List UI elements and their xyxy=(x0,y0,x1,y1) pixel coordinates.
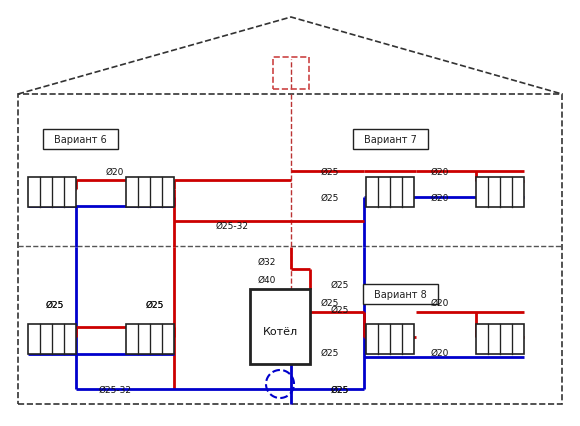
Text: Ø25: Ø25 xyxy=(331,385,349,394)
Text: Ø25: Ø25 xyxy=(331,385,349,394)
Text: Ø20: Ø20 xyxy=(106,167,124,176)
Text: Вариант 8: Вариант 8 xyxy=(374,289,426,299)
Text: Ø25-32: Ø25-32 xyxy=(216,221,248,230)
Bar xyxy=(362,284,437,304)
Text: Ø25: Ø25 xyxy=(331,280,349,289)
Text: Ø25: Ø25 xyxy=(321,298,339,307)
Bar xyxy=(366,178,414,207)
Text: Ø25: Ø25 xyxy=(321,348,339,357)
Text: Ø20: Ø20 xyxy=(431,167,449,176)
Bar xyxy=(250,289,310,364)
Text: Ø25: Ø25 xyxy=(46,300,64,309)
Text: Ø25: Ø25 xyxy=(321,167,339,176)
Bar xyxy=(273,58,309,90)
Text: Ø25: Ø25 xyxy=(146,300,164,309)
Bar xyxy=(18,95,562,404)
Text: Вариант 7: Вариант 7 xyxy=(364,135,416,145)
Text: Ø25: Ø25 xyxy=(46,300,64,309)
Bar xyxy=(28,178,76,207)
Text: Ø20: Ø20 xyxy=(431,348,449,357)
Text: Ø25-32: Ø25-32 xyxy=(99,385,132,394)
Text: Ø25: Ø25 xyxy=(321,193,339,202)
Bar xyxy=(126,324,174,354)
Bar xyxy=(42,130,118,150)
Text: Ø40: Ø40 xyxy=(258,275,276,284)
Bar xyxy=(126,178,174,207)
Text: Ø32: Ø32 xyxy=(258,257,276,266)
Bar xyxy=(366,324,414,354)
Bar xyxy=(476,178,524,207)
Text: Ø20: Ø20 xyxy=(431,193,449,202)
Text: Котёл: Котёл xyxy=(262,327,298,337)
Bar xyxy=(28,324,76,354)
Bar xyxy=(476,324,524,354)
Text: Ø25: Ø25 xyxy=(331,305,349,314)
Text: Ø25: Ø25 xyxy=(146,300,164,309)
Text: Вариант 6: Вариант 6 xyxy=(53,135,106,145)
Text: Ø20: Ø20 xyxy=(431,298,449,307)
Bar xyxy=(353,130,427,150)
